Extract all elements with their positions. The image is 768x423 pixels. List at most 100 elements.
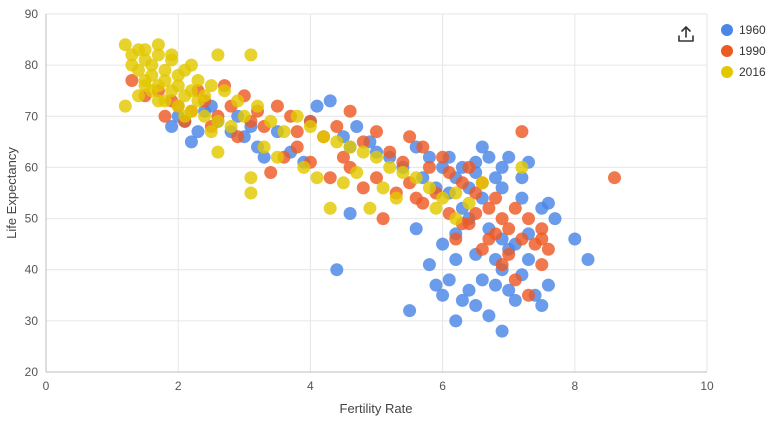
- data-point[interactable]: [482, 150, 496, 164]
- data-point[interactable]: [515, 191, 529, 205]
- data-point[interactable]: [541, 196, 555, 210]
- data-point[interactable]: [409, 171, 423, 185]
- data-point[interactable]: [376, 212, 390, 226]
- legend-item-1990[interactable]: 1990: [721, 44, 766, 58]
- data-point[interactable]: [469, 186, 483, 200]
- data-point[interactable]: [310, 171, 324, 185]
- data-point[interactable]: [356, 145, 370, 159]
- data-point[interactable]: [389, 191, 403, 205]
- data-point[interactable]: [535, 299, 549, 312]
- data-point[interactable]: [244, 48, 258, 62]
- data-point[interactable]: [184, 58, 198, 72]
- data-point[interactable]: [343, 104, 357, 118]
- data-point[interactable]: [204, 125, 218, 139]
- data-point[interactable]: [211, 114, 225, 128]
- data-point[interactable]: [568, 232, 582, 246]
- data-point[interactable]: [198, 109, 212, 123]
- data-point[interactable]: [442, 273, 456, 287]
- data-point[interactable]: [436, 237, 450, 251]
- data-point[interactable]: [515, 232, 529, 246]
- data-point[interactable]: [436, 191, 450, 205]
- data-point[interactable]: [237, 109, 251, 123]
- data-point[interactable]: [270, 150, 284, 164]
- data-point[interactable]: [297, 160, 311, 174]
- data-point[interactable]: [323, 171, 337, 185]
- data-point[interactable]: [508, 273, 522, 287]
- data-point[interactable]: [469, 299, 483, 312]
- data-point[interactable]: [191, 74, 205, 87]
- data-point[interactable]: [343, 207, 357, 220]
- data-point[interactable]: [462, 160, 476, 174]
- data-point[interactable]: [145, 58, 159, 72]
- data-point[interactable]: [515, 171, 529, 185]
- data-point[interactable]: [171, 79, 185, 93]
- data-point[interactable]: [224, 120, 238, 133]
- data-point[interactable]: [363, 201, 377, 215]
- data-point[interactable]: [383, 160, 397, 174]
- data-point[interactable]: [218, 84, 231, 98]
- data-point[interactable]: [502, 283, 516, 297]
- data-point[interactable]: [475, 242, 489, 256]
- data-point[interactable]: [522, 288, 535, 302]
- data-point[interactable]: [422, 258, 436, 272]
- data-point[interactable]: [502, 150, 516, 164]
- data-point[interactable]: [270, 99, 284, 113]
- data-point[interactable]: [290, 109, 304, 123]
- data-point[interactable]: [449, 232, 463, 246]
- data-point[interactable]: [416, 140, 430, 154]
- data-point[interactable]: [383, 145, 397, 159]
- data-point[interactable]: [145, 68, 159, 82]
- data-point[interactable]: [125, 74, 139, 87]
- data-point[interactable]: [455, 293, 469, 307]
- data-point[interactable]: [429, 278, 443, 292]
- data-point[interactable]: [515, 125, 529, 139]
- data-point[interactable]: [310, 99, 324, 113]
- data-point[interactable]: [290, 140, 304, 154]
- data-point[interactable]: [489, 191, 502, 205]
- data-point[interactable]: [336, 150, 350, 164]
- data-point[interactable]: [535, 258, 549, 272]
- legend-item-1960[interactable]: 1960: [721, 23, 766, 37]
- data-point[interactable]: [244, 171, 258, 185]
- data-point[interactable]: [323, 201, 337, 215]
- data-point[interactable]: [158, 63, 172, 77]
- data-point[interactable]: [489, 278, 502, 292]
- data-point[interactable]: [350, 166, 364, 179]
- data-point[interactable]: [455, 176, 469, 190]
- data-point[interactable]: [489, 171, 502, 185]
- data-point[interactable]: [132, 89, 145, 103]
- data-point[interactable]: [449, 314, 463, 328]
- data-point[interactable]: [581, 253, 595, 266]
- data-point[interactable]: [449, 186, 463, 200]
- data-point[interactable]: [469, 207, 483, 220]
- data-point[interactable]: [290, 125, 304, 139]
- data-point[interactable]: [138, 43, 152, 57]
- data-point[interactable]: [151, 38, 165, 52]
- data-point[interactable]: [158, 109, 172, 123]
- data-point[interactable]: [211, 145, 225, 159]
- data-point[interactable]: [323, 94, 337, 108]
- data-point[interactable]: [535, 232, 549, 246]
- data-point[interactable]: [409, 222, 423, 236]
- data-point[interactable]: [515, 160, 529, 174]
- data-point[interactable]: [138, 79, 152, 93]
- data-point[interactable]: [396, 166, 410, 179]
- data-point[interactable]: [370, 125, 383, 139]
- data-point[interactable]: [508, 201, 522, 215]
- data-point[interactable]: [403, 304, 417, 318]
- data-point[interactable]: [541, 242, 555, 256]
- data-point[interactable]: [482, 201, 496, 215]
- data-point[interactable]: [409, 191, 423, 205]
- data-point[interactable]: [475, 273, 489, 287]
- data-point[interactable]: [535, 222, 549, 236]
- data-point[interactable]: [508, 293, 522, 307]
- export-button[interactable]: [676, 24, 696, 44]
- data-point[interactable]: [495, 181, 509, 195]
- data-point[interactable]: [178, 109, 192, 123]
- data-point[interactable]: [442, 166, 456, 179]
- data-point[interactable]: [356, 181, 370, 195]
- data-point[interactable]: [422, 150, 436, 164]
- data-point[interactable]: [370, 150, 383, 164]
- data-point[interactable]: [449, 253, 463, 266]
- data-point[interactable]: [277, 125, 291, 139]
